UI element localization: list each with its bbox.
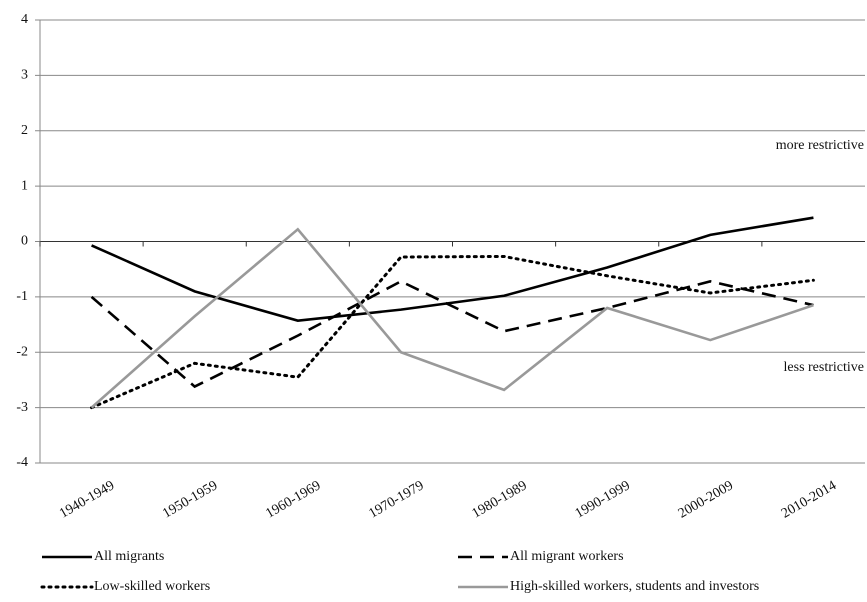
x-tick-label: 1960-1969 — [263, 478, 323, 521]
x-tick-label: 1950-1959 — [160, 478, 220, 521]
y-tick-label: 1 — [21, 178, 28, 193]
x-tick-label: 2010-2014 — [779, 478, 839, 521]
y-tick-label: 2 — [21, 123, 28, 138]
x-tick-label: 1940-1949 — [57, 478, 117, 521]
y-tick-label: -3 — [16, 400, 28, 415]
y-tick-label: -2 — [16, 344, 28, 359]
y-tick-label: 3 — [21, 68, 28, 83]
legend-label: All migrants — [94, 549, 164, 564]
y-tick-label: 0 — [21, 234, 28, 249]
legend-label: Low-skilled workers — [94, 579, 210, 594]
legend-label: All migrant workers — [510, 549, 624, 564]
x-tick-label: 1990-1999 — [573, 478, 633, 521]
series-line — [90, 279, 814, 389]
x-tick-label: 2000-2009 — [676, 478, 736, 521]
series-line — [91, 216, 814, 323]
y-tick-label: -1 — [16, 289, 28, 304]
x-tick-label: 1980-1989 — [470, 478, 530, 521]
annotation: less restrictive — [784, 360, 864, 375]
y-tick-label: -4 — [16, 455, 28, 470]
y-tick-label: 4 — [21, 12, 28, 27]
series-line — [90, 254, 815, 410]
legend-label: High-skilled workers, students and inves… — [510, 579, 759, 594]
annotation: more restrictive — [776, 138, 864, 153]
x-tick-label: 1970-1979 — [367, 478, 427, 521]
series-line — [90, 227, 814, 409]
